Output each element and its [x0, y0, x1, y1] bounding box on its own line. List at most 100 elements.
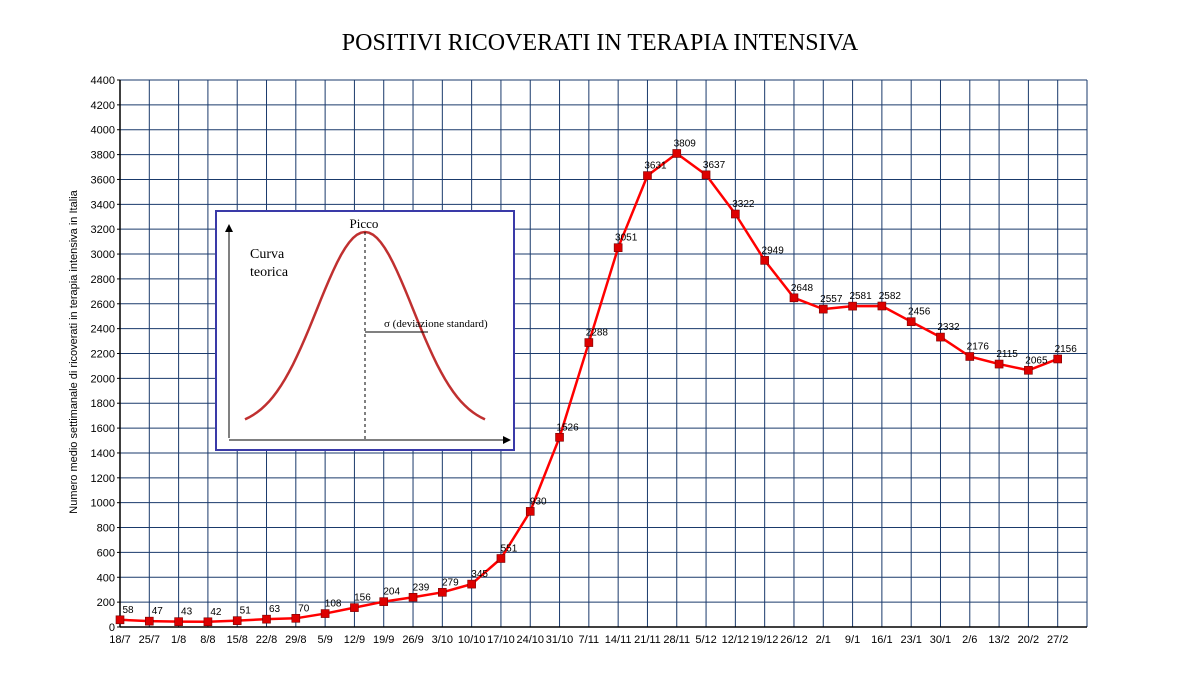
- data-label: 2115: [996, 349, 1018, 360]
- x-tick-label: 16/1: [871, 634, 892, 646]
- y-tick-label: 3400: [91, 199, 115, 211]
- data-point: [1053, 354, 1062, 364]
- data-point: [584, 338, 594, 347]
- x-tick-label: 10/10: [458, 634, 486, 646]
- data-label: 2581: [849, 291, 872, 302]
- y-tick-label: 4200: [91, 100, 115, 112]
- data-label: 47: [152, 606, 164, 617]
- x-tick-label: 2/1: [816, 634, 831, 646]
- x-tick-labels: 18/7 25/7 1/8 8/8 15/8 22/8 29/8 5/9 12/9 19/9 26/…: [109, 634, 1068, 646]
- x-tick-label: 12/12: [722, 634, 750, 646]
- x-tick-label: 27/2: [1047, 634, 1068, 646]
- series-group: 58 47 43 42 51 63 70 108 156 204 239 279 345 551 930 15…: [115, 138, 1078, 627]
- x-tick-label: 19/12: [751, 634, 779, 646]
- data-label: 63: [269, 604, 281, 615]
- y-tick-label: 3600: [91, 174, 115, 186]
- x-tick-label: 28/11: [663, 634, 690, 646]
- data-label: 3051: [615, 233, 638, 244]
- inset-label-curve-1: Curva: [250, 247, 285, 262]
- data-point: [643, 171, 652, 180]
- data-point: [701, 170, 711, 180]
- data-point: [906, 317, 916, 326]
- data-point: [994, 359, 1004, 369]
- data-label: 70: [298, 603, 310, 614]
- y-tick-label: 200: [97, 597, 115, 609]
- data-point: [145, 616, 154, 626]
- x-tick-label: 13/2: [988, 634, 1009, 646]
- data-point: [672, 149, 682, 158]
- x-tick-label: 26/12: [780, 634, 808, 646]
- y-tick-label: 600: [97, 547, 115, 559]
- y-tick-label: 4000: [91, 125, 115, 137]
- inset-y-arrow: [225, 224, 233, 232]
- data-label: 43: [181, 607, 193, 618]
- x-tick-label: 26/9: [402, 634, 423, 646]
- data-label: 2332: [937, 322, 960, 333]
- data-label: 1526: [556, 422, 579, 433]
- x-tick-label: 25/7: [139, 634, 160, 646]
- y-tick-label: 4400: [91, 75, 115, 87]
- y-tick-label: 400: [97, 572, 115, 584]
- data-point: [731, 209, 740, 219]
- data-label: 279: [442, 577, 459, 588]
- y-tick-label: 0: [109, 622, 115, 634]
- x-tick-label: 17/10: [487, 634, 515, 646]
- x-tick-label: 5/12: [695, 634, 716, 646]
- data-label: 108: [325, 599, 342, 610]
- data-point: [555, 432, 564, 442]
- x-tick-label: 8/8: [200, 634, 215, 646]
- data-point: [613, 243, 623, 253]
- data-label: 2557: [820, 294, 843, 305]
- x-tick-label: 20/2: [1018, 634, 1039, 646]
- data-label: 51: [240, 606, 252, 617]
- inset-label-peak: Picco: [350, 216, 379, 231]
- data-label: 2156: [1055, 344, 1078, 355]
- theoretical-curve-inset: Curva teorica Picco σ (deviazione standa…: [215, 210, 515, 451]
- data-point: [291, 613, 301, 623]
- data-label: 345: [471, 569, 488, 580]
- y-tick-labels: 0 200 400 600 800 1000 1200 1400 1600 1800 2000 220…: [91, 75, 120, 634]
- data-label: 2288: [586, 328, 609, 339]
- data-label: 2176: [967, 341, 990, 352]
- x-tick-label: 12/9: [344, 634, 365, 646]
- data-point: [438, 588, 447, 597]
- data-point: [525, 507, 535, 516]
- data-point: [1024, 365, 1033, 375]
- data-point: [408, 592, 418, 602]
- data-point: [936, 332, 945, 342]
- y-tick-label: 1600: [91, 423, 115, 435]
- data-label: 156: [354, 593, 371, 604]
- y-tick-label: 1800: [91, 398, 115, 410]
- x-tick-label: 3/10: [432, 634, 453, 646]
- inset-label-curve-2: teorica: [250, 265, 289, 280]
- x-tick-label: 15/8: [227, 634, 248, 646]
- data-label: 2648: [791, 283, 814, 294]
- y-tick-label: 2600: [91, 299, 115, 311]
- y-tick-label: 1000: [91, 498, 115, 510]
- data-label: 239: [413, 582, 430, 593]
- data-point: [232, 616, 242, 625]
- y-tick-label: 2200: [91, 349, 115, 361]
- y-tick-label: 800: [97, 523, 115, 535]
- y-tick-label: 1200: [91, 473, 115, 485]
- data-label: 3637: [703, 160, 726, 171]
- y-tick-label: 1400: [91, 448, 115, 460]
- data-point: [789, 293, 799, 303]
- y-tick-label: 3800: [91, 150, 115, 162]
- data-label: 551: [501, 544, 518, 555]
- chart-title: POSITIVI RICOVERATI IN TERAPIA INTENSIVA: [341, 30, 859, 56]
- x-tick-label: 24/10: [516, 634, 544, 646]
- x-tick-label: 1/8: [171, 634, 186, 646]
- data-point: [174, 617, 183, 626]
- data-label: 42: [210, 607, 222, 618]
- x-tick-label: 9/1: [845, 634, 860, 646]
- data-point: [467, 579, 476, 589]
- y-tick-label: 3200: [91, 224, 115, 236]
- x-tick-label: 29/8: [285, 634, 306, 646]
- data-point: [350, 603, 359, 612]
- data-label: 204: [383, 587, 400, 598]
- x-tick-label: 23/1: [900, 634, 921, 646]
- y-tick-label: 3000: [91, 249, 115, 261]
- data-point: [203, 617, 213, 627]
- x-tick-label: 5/9: [317, 634, 332, 646]
